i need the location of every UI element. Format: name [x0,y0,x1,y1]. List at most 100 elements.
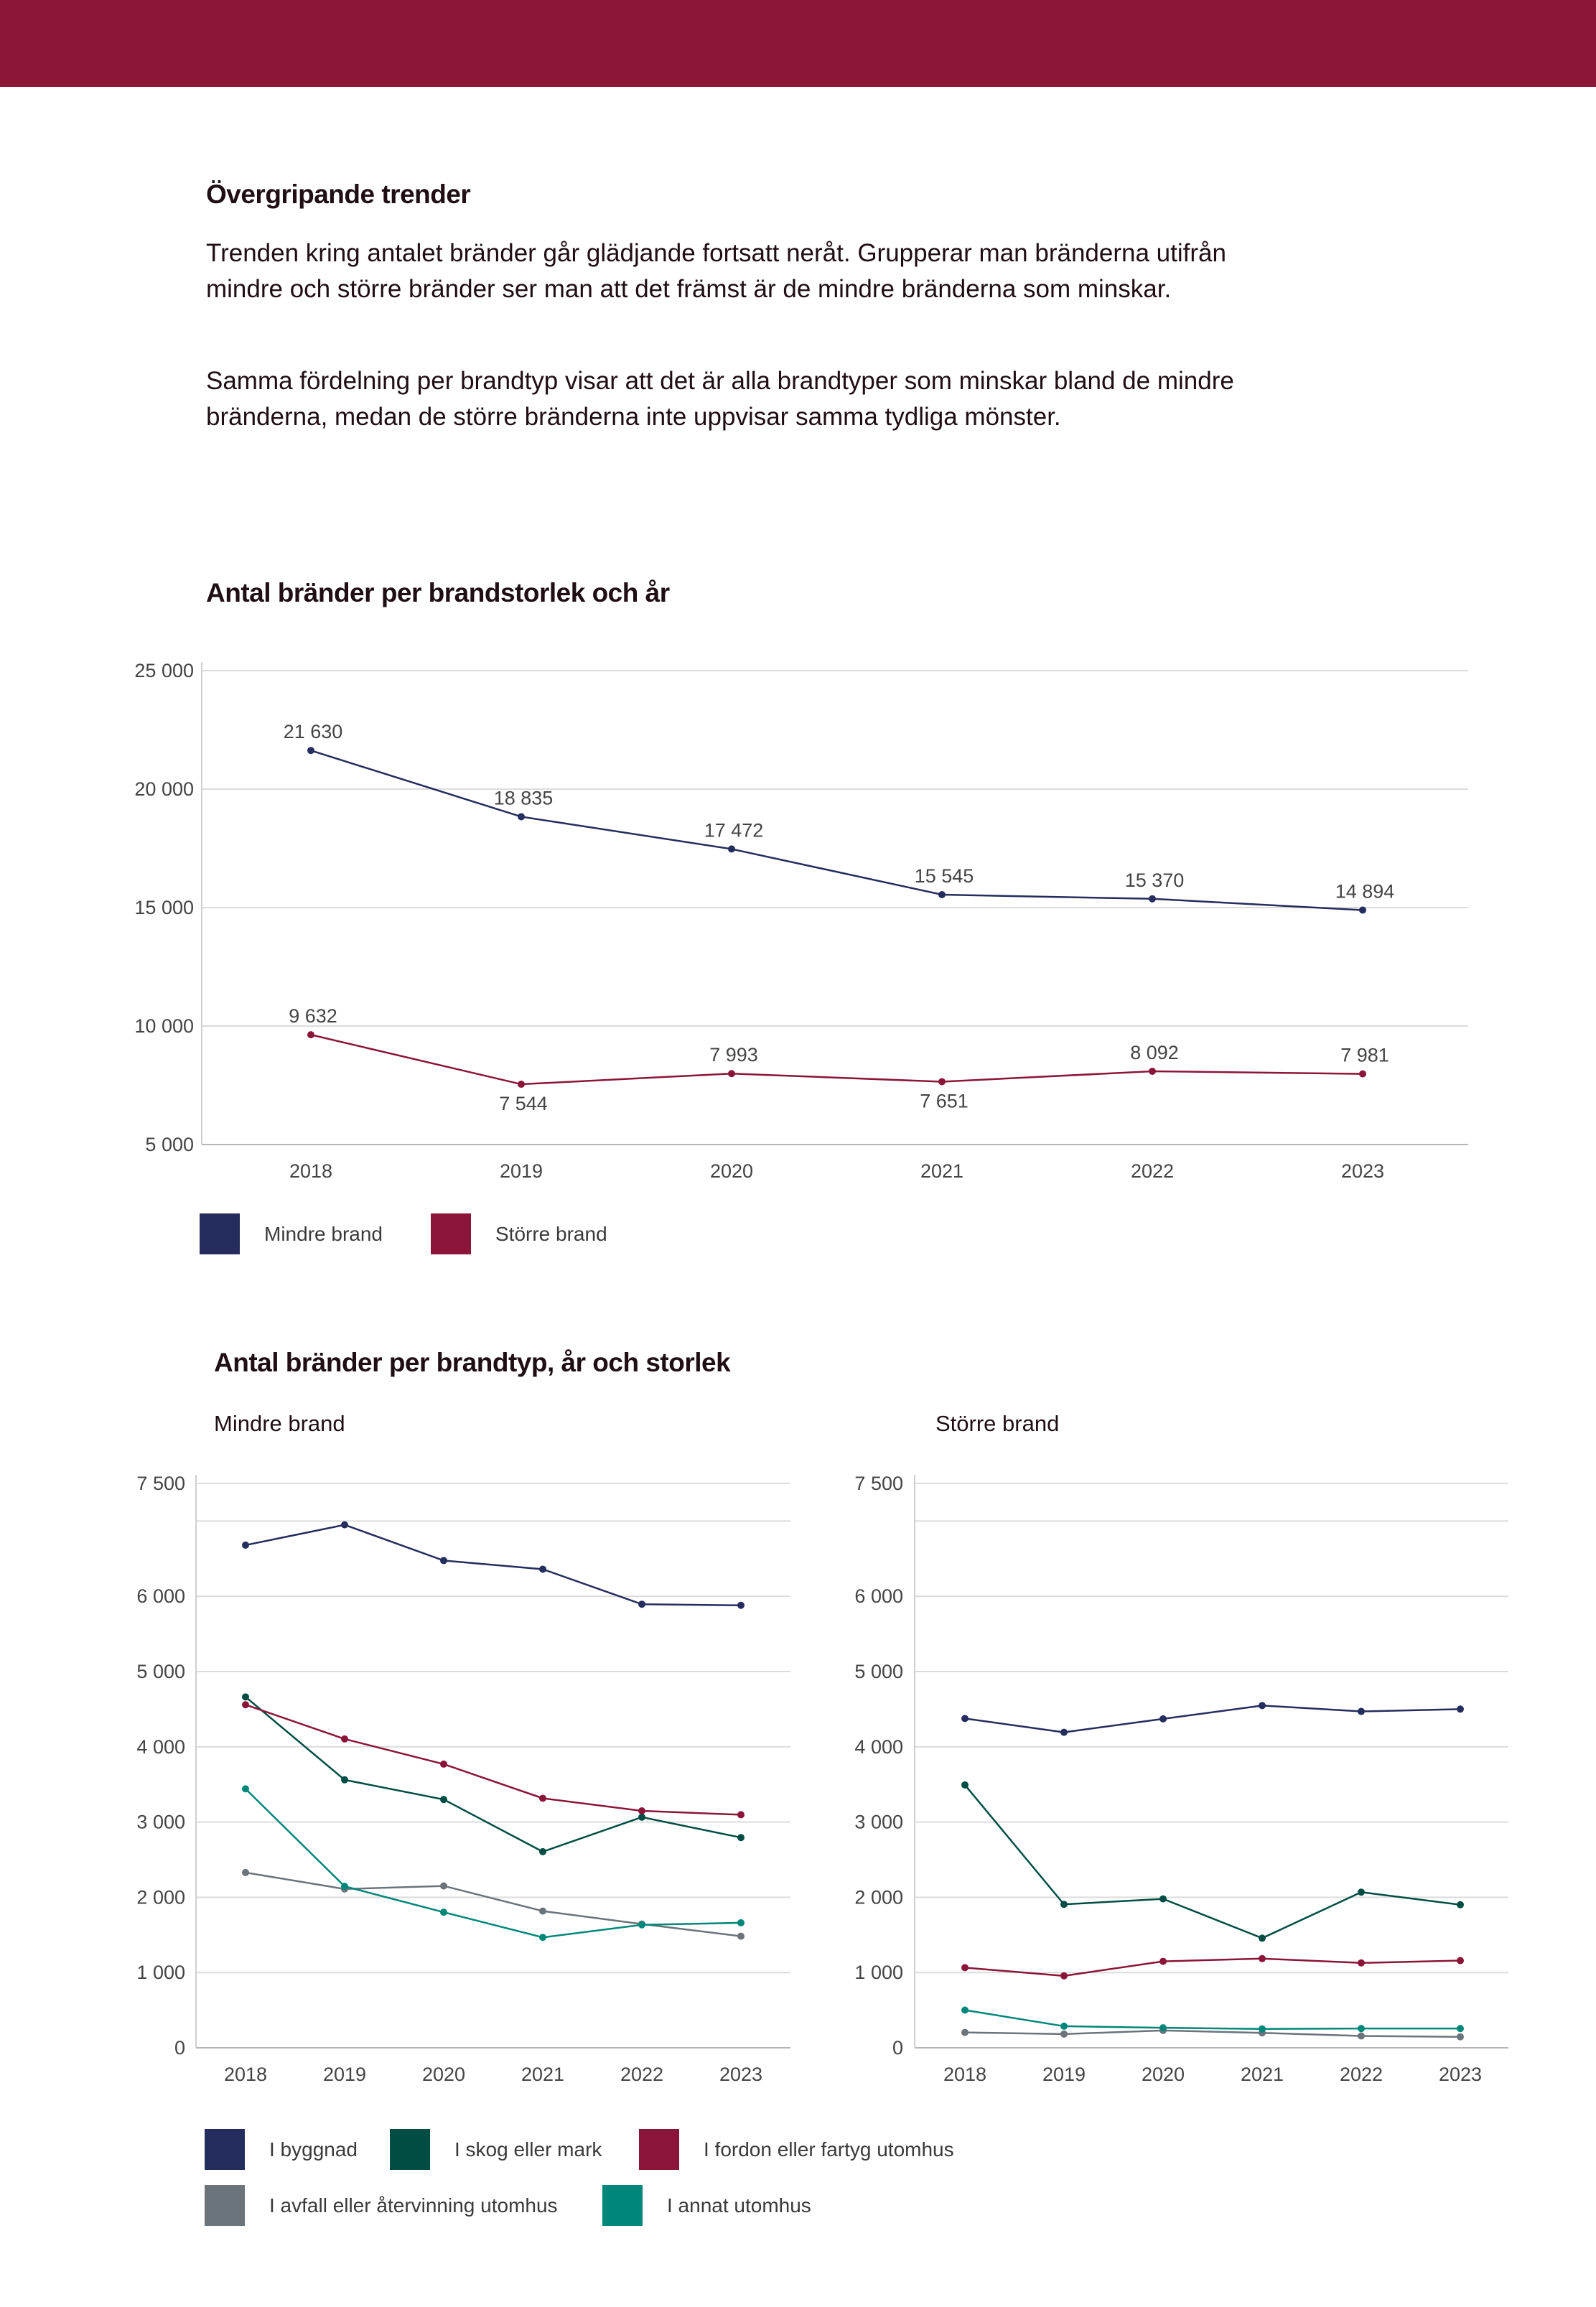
data-label: 8 092 [1130,1042,1179,1063]
data-point [1358,2032,1365,2040]
data-point [1159,1715,1167,1723]
data-point [440,1557,447,1565]
y-tick-label: 3 000 [854,1812,903,1833]
data-point [961,2028,969,2036]
series-line [964,2009,1460,2030]
series-line [964,1784,1461,1939]
data-point [341,1735,348,1743]
data-point [1457,2025,1464,2033]
x-tick-label: 2022 [620,2064,663,2085]
data-point [638,1921,645,1929]
y-tick-label: 2 000 [854,1886,903,1908]
paragraph-1: Trenden kring antalet bränder går glädja… [206,239,1226,303]
header-bar [0,0,1596,87]
data-point [638,1807,645,1814]
x-tick-label: 2023 [1439,2064,1482,2085]
data-point [1359,906,1366,914]
data-point [242,1701,249,1709]
legend-label: Större brand [495,1222,607,1245]
y-tick-label: 15 000 [134,897,194,918]
chart-type-title: Antal bränder per brandtyp, år och storl… [214,1348,731,1377]
legend-item-byggnad: I byggnad [205,2129,358,2170]
legend-swatch-skog [390,2129,430,2170]
data-label: 21 630 [284,721,343,742]
legend-swatch-mindre [200,1213,240,1254]
legend-swatch-storre [431,1213,471,1254]
data-point [1159,1895,1167,1903]
x-tick-label: 2020 [1142,2064,1185,2085]
legend-swatch-byggnad [205,2129,245,2170]
data-point [307,1031,314,1039]
data-point [961,1715,969,1723]
y-tick-label: 20 000 [134,778,194,800]
legend-label: Mindre brand [264,1222,383,1245]
data-point [1457,2033,1464,2041]
data-point [539,1934,546,1942]
chart-mindre-subtitle: Mindre brand [214,1411,345,1436]
y-tick-label: 7 500 [854,1473,903,1494]
y-tick-label: 6 000 [136,1585,185,1607]
y-tick-label: 4 000 [854,1736,903,1758]
legend-label: I annat utomhus [667,2194,811,2217]
y-tick-label: 3 000 [136,1812,185,1833]
data-point [1259,2025,1266,2033]
y-tick-label: 1 000 [854,1962,903,1983]
y-tick-label: 5 000 [854,1661,903,1682]
data-point [728,845,735,853]
data-point [961,1781,969,1789]
data-point [440,1882,447,1890]
data-point [1358,1707,1365,1715]
y-tick-label: 0 [174,2037,185,2059]
section-title: Övergripande trender [206,180,471,209]
data-point [440,1760,447,1768]
data-label: 9 632 [289,1005,337,1027]
data-point [1060,1972,1068,1980]
data-point [737,1601,745,1609]
data-point [938,1078,946,1086]
x-tick-label: 2023 [1341,1160,1384,1182]
y-tick-label: 7 500 [136,1473,185,1494]
data-point [1259,1702,1266,1710]
data-label: 15 545 [915,865,974,887]
x-tick-label: 2019 [1042,2064,1086,2085]
series-line [245,1704,742,1816]
data-point [737,1834,745,1842]
data-label: 7 993 [709,1044,758,1066]
data-point [1159,1957,1167,1965]
legend-item-skog: I skog eller mark [390,2129,602,2170]
y-tick-label: 0 [892,2037,903,2059]
x-tick-label: 2022 [1340,2064,1383,2085]
series-line [964,2029,1461,2038]
data-point [1259,1934,1266,1942]
legend-label: I byggnad [269,2138,358,2161]
data-label: 18 835 [494,787,554,808]
y-tick-label: 2 000 [136,1886,185,1908]
y-tick-label: 4 000 [136,1736,185,1758]
data-point [518,813,525,821]
legend-swatch-annat [602,2185,643,2226]
series-line [310,1033,1363,1086]
x-tick-label: 2021 [920,1160,963,1182]
legend-item-annat: I annat utomhus [602,2185,811,2226]
data-point [539,1794,546,1802]
data-point [1060,1901,1068,1908]
series-line [245,1788,742,1939]
data-label: 7 981 [1340,1045,1389,1066]
legend-swatch-avfall [205,2185,245,2226]
x-tick-label: 2020 [422,2064,465,2085]
series-line [964,1705,1461,1733]
chart-size-title: Antal bränder per brandstorlek och år [206,578,670,607]
data-point [1159,2024,1167,2032]
data-point [341,1521,348,1529]
data-point [242,1785,249,1793]
data-label: 17 472 [704,819,764,841]
x-tick-label: 2020 [710,1160,753,1182]
data-point [737,1919,745,1926]
data-point [1457,1957,1464,1965]
legend-item-mindre: Mindre brand [200,1213,383,1254]
x-tick-label: 2019 [500,1160,543,1182]
data-point [1457,1705,1464,1713]
x-tick-label: 2019 [323,2064,366,2085]
data-point [440,1908,447,1916]
